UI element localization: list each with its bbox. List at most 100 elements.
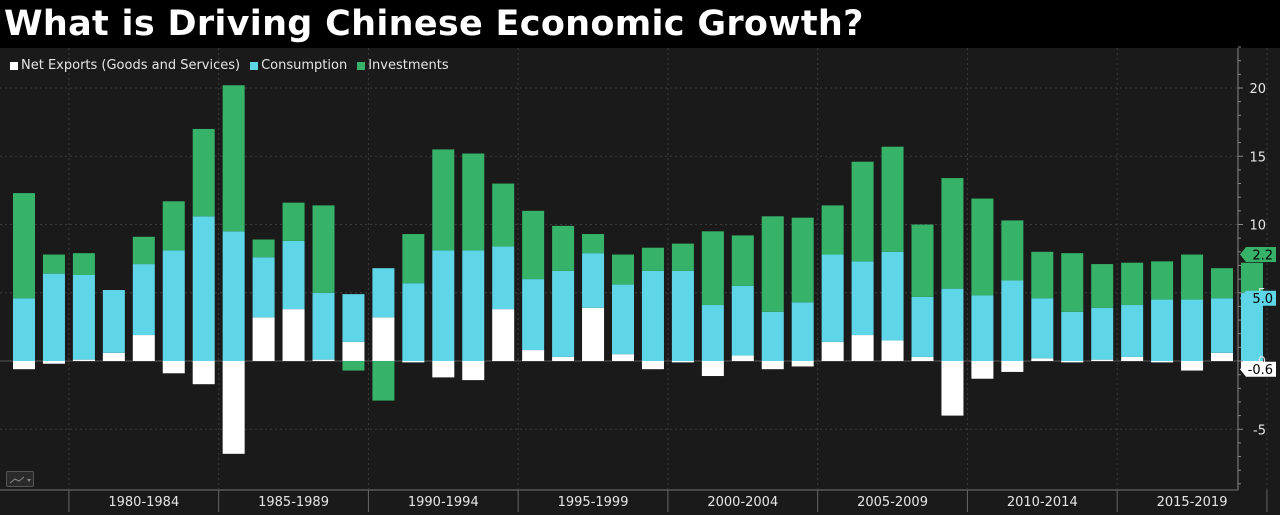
bar-investments-1989 (342, 361, 365, 371)
bar-investments-1991 (402, 234, 425, 284)
bar-investments-2007 (881, 146, 904, 252)
bar-consumption-1986 (252, 257, 275, 318)
bar-net-exports-1995 (522, 350, 545, 361)
bar-net-exports-2000 (671, 361, 694, 363)
bar-investments-2017 (1181, 254, 1204, 300)
bar-consumption-1992 (432, 250, 455, 361)
legend-swatch-net-exports (10, 61, 18, 70)
bar-net-exports-2017 (1181, 361, 1204, 371)
value-tag-net-exports: -0.6 (1240, 361, 1276, 378)
x-period-label: 1980-1984 (108, 495, 179, 510)
bar-consumption-1985 (222, 231, 245, 361)
bar-net-exports-1983 (162, 361, 185, 374)
bar-consumption-2004 (791, 302, 814, 361)
bar-investments-2015 (1121, 262, 1144, 306)
bar-consumption-2011 (1001, 280, 1024, 361)
value-tag-label: 2.2 (1252, 249, 1273, 264)
bar-consumption-1995 (522, 279, 545, 351)
bar-consumption-1989 (342, 294, 365, 342)
legend-label-net-exports: Net Exports (Goods and Services) (21, 58, 241, 73)
bar-net-exports-2012 (1031, 358, 1054, 361)
bar-net-exports-2016 (1151, 361, 1174, 363)
bar-consumption-2002 (731, 285, 754, 356)
legend: Net Exports (Goods and Services) Consump… (10, 58, 449, 73)
x-period-label: 1990-1994 (408, 495, 479, 510)
bar-consumption-1990 (372, 268, 395, 318)
bar-consumption-1978 (13, 298, 35, 361)
bar-investments-1996 (552, 225, 575, 271)
bar-net-exports-2009 (941, 361, 964, 416)
bar-investments-1988 (312, 205, 335, 293)
legend-item-consumption[interactable]: Consumption (250, 58, 347, 73)
bar-investments-2001 (701, 231, 724, 306)
bar-consumption-2000 (671, 270, 694, 361)
bar-consumption-2010 (971, 295, 994, 361)
bar-consumption-1981 (102, 290, 125, 353)
value-tag-consumption: 5.0 (1240, 290, 1276, 307)
bar-net-exports-2011 (1001, 361, 1024, 372)
legend-item-investments[interactable]: Investments (357, 58, 449, 73)
x-period-label: 1985-1989 (258, 495, 329, 510)
bar-consumption-1994 (492, 246, 515, 310)
bar-consumption-1988 (312, 292, 335, 360)
bar-net-exports-2004 (791, 361, 814, 367)
bar-consumption-1996 (552, 270, 575, 357)
value-tag-label: 5.0 (1252, 292, 1273, 307)
bar-consumption-2006 (851, 261, 874, 336)
bar-investments-2018 (1211, 268, 1233, 299)
bar-consumption-2017 (1181, 299, 1204, 361)
bar-net-exports-2013 (1061, 361, 1084, 363)
bar-investments-2019 (1240, 262, 1263, 293)
bar-net-exports-2003 (761, 361, 784, 370)
bar-consumption-1998 (612, 284, 634, 355)
bar-investments-2016 (1151, 261, 1174, 300)
bar-investments-2012 (1031, 251, 1054, 299)
bar-consumption-1993 (462, 250, 485, 361)
bar-net-exports-1998 (612, 354, 634, 361)
bar-net-exports-2002 (731, 355, 754, 361)
bar-consumption-2001 (701, 305, 724, 361)
x-period-label: 2000-2004 (707, 495, 778, 510)
bar-net-exports-1991 (402, 361, 425, 363)
bar-net-exports-1987 (282, 309, 305, 361)
bar-investments-2013 (1061, 253, 1084, 312)
bar-net-exports-2014 (1091, 359, 1114, 361)
bar-net-exports-1978 (13, 361, 35, 370)
bar-net-exports-1981 (102, 352, 125, 361)
legend-item-net-exports[interactable]: Net Exports (Goods and Services) (10, 58, 240, 73)
bar-consumption-1984 (192, 216, 215, 361)
bar-net-exports-1997 (582, 307, 605, 361)
bar-investments-1999 (641, 247, 664, 271)
bar-investments-1980 (72, 253, 95, 276)
bar-net-exports-1994 (492, 309, 515, 361)
bar-net-exports-1982 (132, 335, 155, 361)
bar-consumption-2007 (881, 251, 904, 341)
bar-net-exports-1992 (432, 361, 455, 378)
bar-consumption-1987 (282, 240, 305, 310)
bar-net-exports-1990 (372, 317, 395, 361)
bar-investments-1997 (582, 234, 605, 254)
legend-label-investments: Investments (368, 58, 449, 73)
bar-net-exports-2015 (1121, 356, 1144, 361)
bar-net-exports-1986 (252, 317, 275, 361)
bar-net-exports-1989 (342, 341, 365, 361)
bar-consumption-1983 (162, 250, 185, 361)
bar-consumption-1980 (72, 275, 95, 360)
value-tag-shape (1240, 247, 1276, 263)
value-tag-investments: 2.2 (1240, 247, 1276, 264)
bar-net-exports-2001 (701, 361, 724, 377)
chart-type-icon[interactable] (6, 471, 34, 487)
bar-consumption-1979 (42, 273, 65, 361)
bar-investments-2000 (671, 243, 694, 271)
x-period-label: 2010-2014 (1007, 495, 1078, 510)
bar-consumption-2003 (761, 311, 784, 361)
bar-investments-1985 (222, 85, 245, 232)
bar-consumption-1999 (641, 270, 664, 361)
bar-net-exports-1984 (192, 361, 215, 385)
bar-investments-1979 (42, 254, 65, 274)
bar-investments-2006 (851, 161, 874, 262)
bar-consumption-2018 (1211, 298, 1233, 353)
x-period-label: 2005-2009 (857, 495, 928, 510)
bar-consumption-1991 (402, 283, 425, 361)
